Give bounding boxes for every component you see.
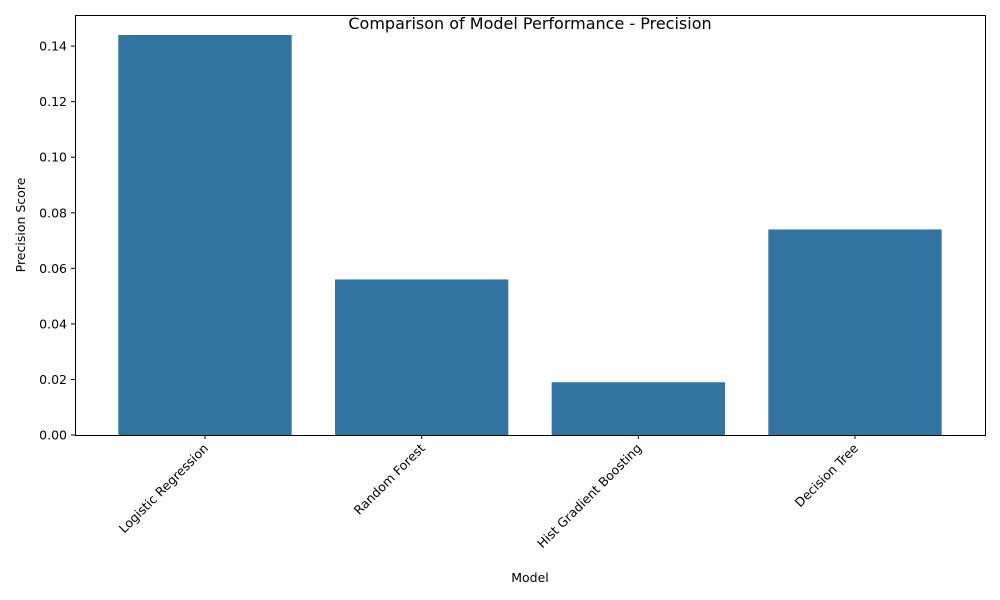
bars-group — [118, 35, 942, 435]
y-tick-label: 0.08 — [39, 205, 67, 220]
y-tick-label: 0.00 — [39, 428, 67, 443]
bar-hist-gradient-boosting — [551, 382, 725, 435]
y-axis: 0.00 0.02 0.04 0.06 0.08 0.10 0.12 0.14 — [39, 39, 75, 443]
x-tick-label: Random Forest — [351, 440, 428, 517]
x-axis-label: Model — [511, 570, 549, 585]
x-axis: Logistic Regression Random Forest Hist Gra… — [116, 435, 862, 551]
x-tick-label: Decision Tree — [792, 440, 862, 510]
x-tick-label: Hist Gradient Boosting — [534, 441, 644, 551]
y-tick-label: 0.10 — [39, 150, 67, 165]
bar-random-forest — [335, 279, 509, 435]
y-tick-label: 0.06 — [39, 261, 67, 276]
y-axis-label: Precision Score — [13, 177, 28, 272]
plot-frame — [75, 15, 986, 436]
y-tick-label: 0.04 — [39, 316, 67, 331]
y-tick-label: 0.12 — [39, 94, 67, 109]
bar-logistic-regression — [118, 35, 292, 435]
y-tick-label: 0.14 — [39, 39, 67, 54]
y-tick-label: 0.02 — [39, 372, 67, 387]
chart-title: Comparison of Model Performance - Precis… — [348, 14, 711, 33]
x-tick-label: Logistic Regression — [116, 441, 211, 536]
bar-decision-tree — [768, 229, 942, 435]
